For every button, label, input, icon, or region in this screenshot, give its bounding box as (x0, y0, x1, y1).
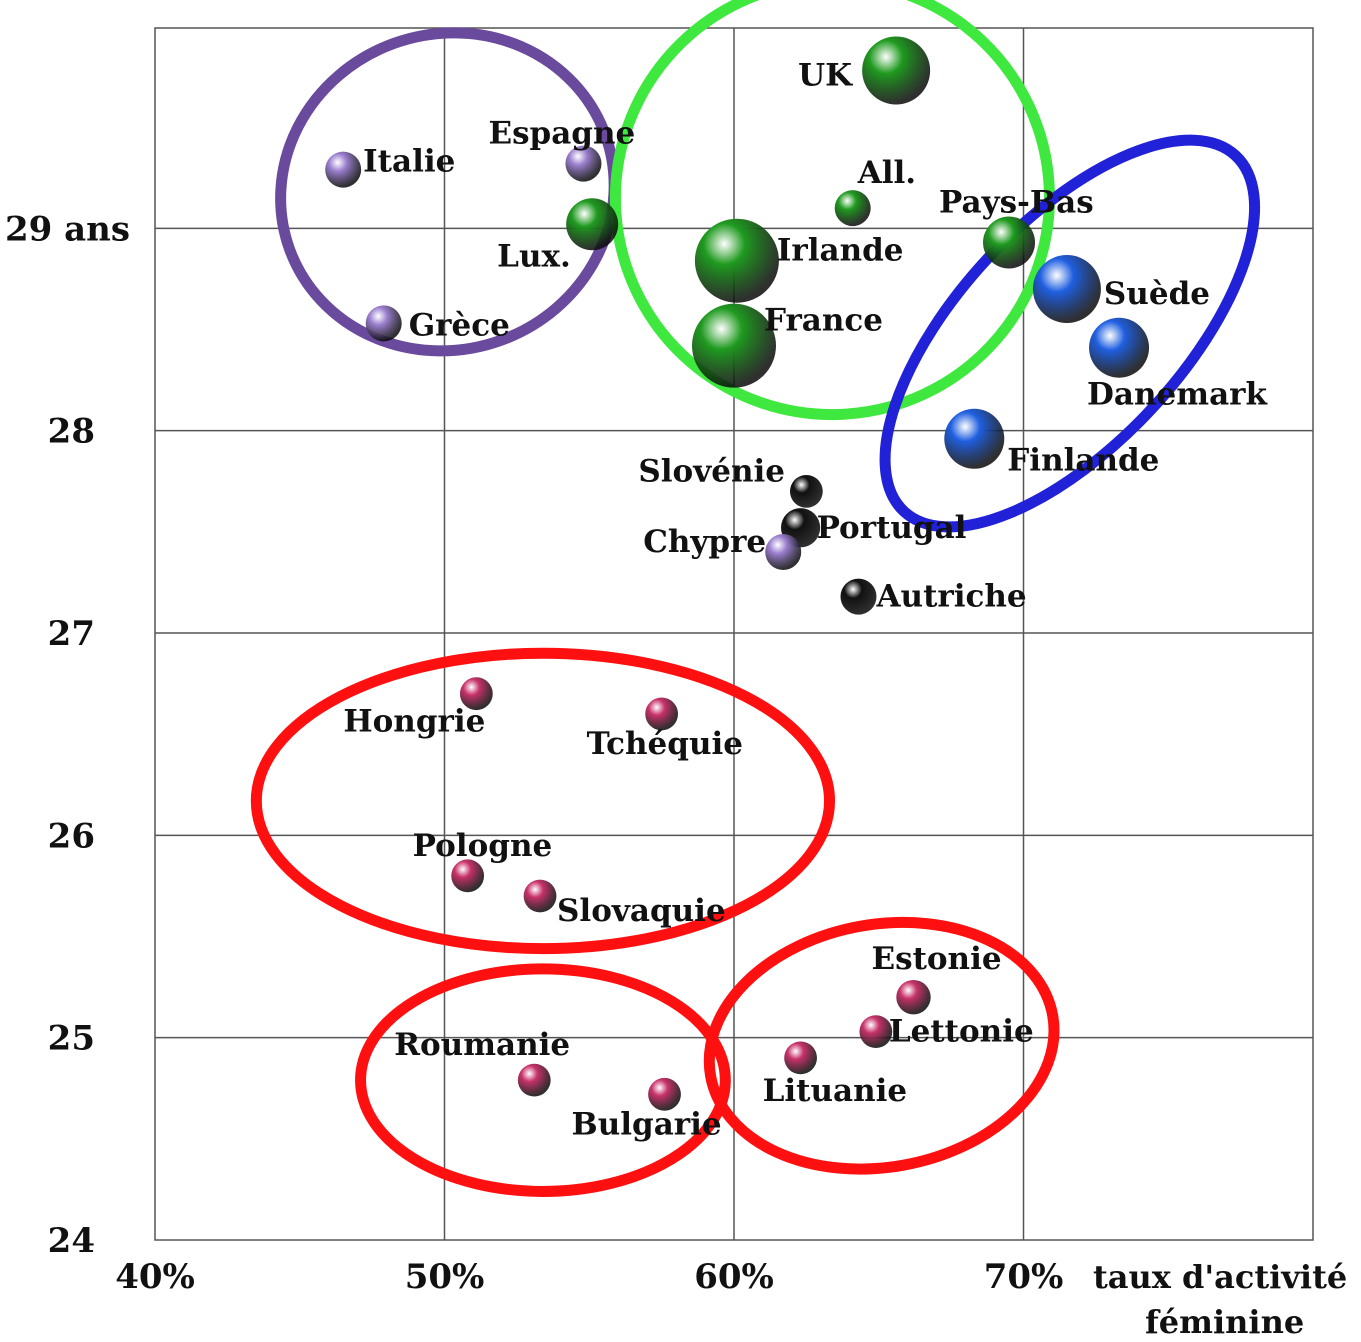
point-label: Grèce (409, 307, 510, 343)
point-label: Danemark (1087, 377, 1268, 413)
point-paysbas (983, 216, 1036, 269)
x-tick-label: 40% (115, 1257, 195, 1297)
point-lux (566, 198, 619, 251)
point-label: Italie (363, 144, 455, 180)
point-roumanie (517, 1063, 551, 1097)
point-all (834, 190, 871, 227)
y-tick-label: 26 (48, 816, 95, 856)
point-label: Espagne (488, 116, 635, 152)
point-label: Lettonie (889, 1014, 1034, 1050)
cluster-ellipse (609, 0, 1055, 421)
point-pologne (451, 859, 485, 893)
point-estonie (896, 979, 931, 1015)
point-finlande (944, 408, 1005, 469)
point-label: Portugal (817, 510, 967, 546)
point-label: Slovaquie (557, 893, 726, 929)
point-danemark (1089, 317, 1150, 378)
x-tick-label: 70% (984, 1257, 1064, 1297)
x-axis-title-line-1: taux d'activité (1093, 1258, 1347, 1296)
point-label: Tchéquie (587, 726, 743, 762)
cluster-ellipse (703, 916, 1060, 1175)
y-tick-label: 25 (48, 1019, 95, 1059)
point-autriche (840, 578, 877, 615)
axis-ticks: 40% 50% 60% 70% 24 25 26 27 28 29 ans (5, 209, 1063, 1297)
point-italie (325, 151, 362, 188)
cluster-ellipse (275, 27, 620, 357)
point-label: Pays-Bas (939, 184, 1094, 220)
point-label: Irlande (777, 233, 904, 269)
point-sude (1032, 255, 1101, 324)
y-tick-label: 24 (48, 1221, 95, 1261)
point-tchquie (645, 697, 679, 731)
point-label: Slovénie (638, 453, 785, 489)
x-axis-title-line-2: féminine (1145, 1303, 1304, 1341)
point-label: All. (857, 155, 916, 191)
point-label: Suède (1104, 276, 1210, 312)
point-label: Estonie (871, 941, 1001, 977)
x-tick-label: 60% (694, 1257, 774, 1297)
point-labels: Italie Espagne Lux. Grèce UK All. Pays-Bas Irla… (343, 57, 1268, 1142)
point-uk (862, 36, 931, 105)
point-label: Lituanie (763, 1073, 908, 1109)
x-tick-label: 50% (405, 1257, 485, 1297)
point-espagne (565, 145, 602, 182)
y-tick-label: 29 ans (5, 209, 130, 249)
point-label: Autriche (875, 579, 1026, 615)
data-points (325, 36, 1150, 1111)
point-slovnie (789, 474, 823, 508)
cluster-ellipse (355, 963, 731, 1197)
point-hongrie (459, 677, 493, 711)
cluster-ellipse (250, 647, 836, 955)
point-france (692, 303, 776, 388)
point-label: Pologne (413, 828, 553, 864)
grid (154, 27, 1314, 1241)
point-label: France (764, 303, 883, 339)
point-label: Roumanie (394, 1027, 570, 1063)
point-irlande (694, 218, 779, 303)
point-label: Finlande (1007, 443, 1159, 479)
point-label: Bulgarie (572, 1106, 722, 1142)
point-grce (365, 305, 402, 342)
y-tick-label: 28 (48, 412, 95, 452)
point-slovaquie (523, 879, 557, 913)
point-label: Lux. (497, 238, 571, 274)
point-label: Chypre (643, 524, 766, 560)
point-label: Hongrie (343, 704, 485, 740)
point-lettonie (859, 1015, 893, 1048)
point-label: UK (798, 57, 853, 93)
y-tick-label: 27 (48, 614, 95, 654)
point-chypre (765, 534, 802, 571)
point-lituanie (784, 1041, 817, 1075)
point-bulgarie (648, 1077, 681, 1111)
